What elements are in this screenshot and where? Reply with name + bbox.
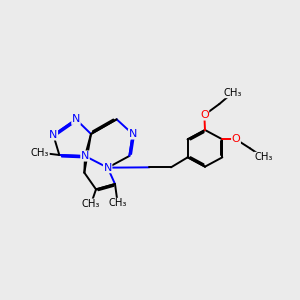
Text: CH₃: CH₃: [254, 152, 272, 162]
Text: O: O: [232, 134, 240, 144]
Text: N: N: [128, 129, 137, 139]
Text: CH₃: CH₃: [31, 148, 49, 158]
Text: N: N: [81, 151, 89, 161]
Text: N: N: [72, 114, 80, 124]
Text: CH₃: CH₃: [82, 199, 100, 209]
Text: N: N: [49, 130, 58, 140]
Text: CH₃: CH₃: [224, 88, 242, 98]
Text: O: O: [200, 110, 209, 120]
Text: N: N: [103, 163, 112, 173]
Text: CH₃: CH₃: [109, 198, 127, 208]
